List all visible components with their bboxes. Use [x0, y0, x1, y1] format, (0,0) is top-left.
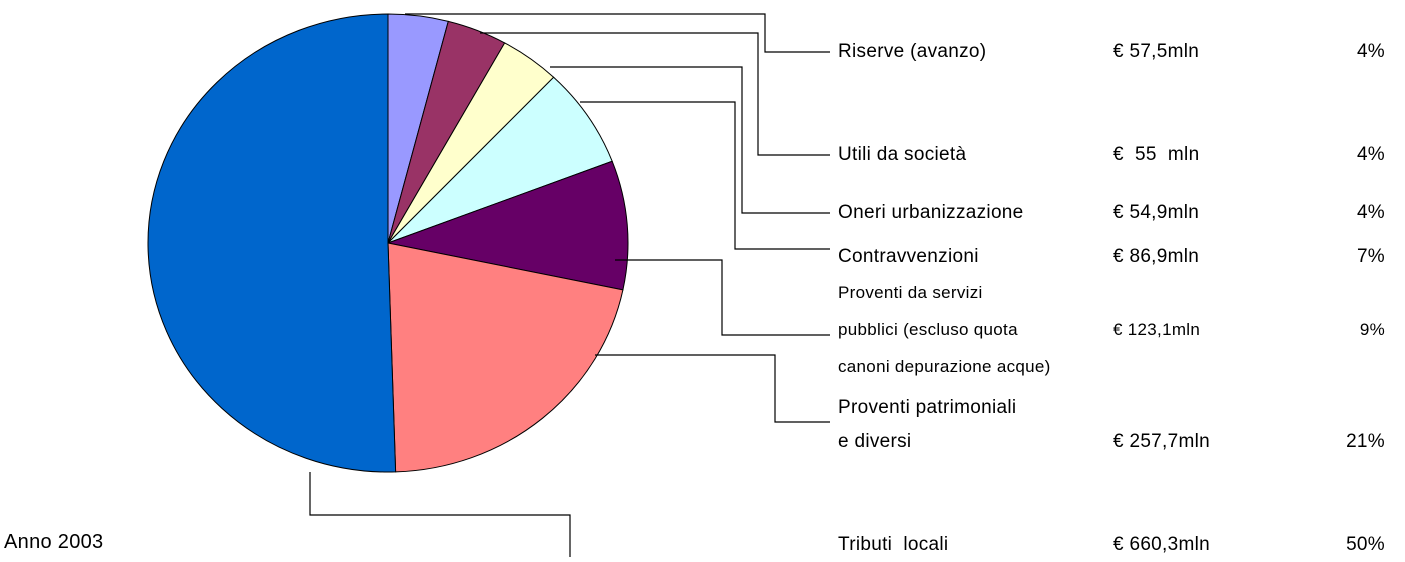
value-label: 21% — [1346, 431, 1385, 452]
pie-slice — [387, 242, 624, 473]
amount-label: € 86,9mln — [1113, 246, 1200, 267]
value-label: 50% — [1346, 534, 1385, 555]
amount-label: € 257,7mln — [1113, 431, 1211, 452]
category-label: Proventi da servizi pubblici (escluso qu… — [838, 283, 1051, 376]
category-label: Oneri urbanizzazione — [838, 202, 1024, 223]
pie-slice — [387, 76, 613, 244]
leader-line — [580, 101, 830, 250]
leader-line — [615, 259, 830, 336]
value-label: 4% — [1356, 202, 1385, 223]
value-label: 4% — [1356, 41, 1385, 62]
category-label: Riserve (avanzo) — [838, 41, 987, 62]
category-label: Contravvenzioni — [838, 246, 979, 267]
leader-line — [405, 13, 830, 53]
category-label: Proventi patrimoniali e diversi — [838, 397, 1017, 452]
amount-label: € 55 mln — [1113, 144, 1200, 165]
category-label: Utili da società — [838, 144, 967, 165]
leader-line — [595, 354, 830, 423]
leader-line — [550, 66, 830, 214]
amount-label: € 123,1mln — [1113, 320, 1201, 339]
leader-line — [309, 472, 571, 557]
amount-label: € 54,9mln — [1113, 202, 1200, 223]
leader-line — [480, 32, 830, 156]
value-label: 4% — [1356, 144, 1385, 165]
pie-slice — [386, 160, 629, 291]
amount-label: € 57,5mln — [1113, 41, 1200, 62]
value-label: 9% — [1359, 320, 1385, 339]
value-label: 7% — [1356, 246, 1385, 267]
category-label: Tributi locali — [838, 534, 949, 555]
pie-slice — [147, 13, 397, 473]
subtitle: Anno 2003 — [4, 531, 104, 553]
amount-label: € 660,3mln — [1113, 534, 1211, 555]
